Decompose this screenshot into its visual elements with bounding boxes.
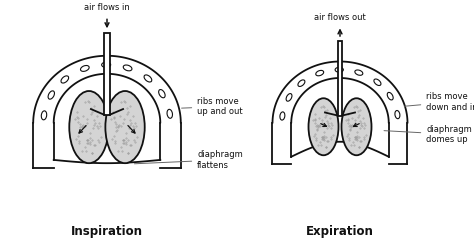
Text: diaphragm
domes up: diaphragm domes up <box>384 124 472 144</box>
FancyBboxPatch shape <box>337 41 342 115</box>
Text: air flows in: air flows in <box>84 3 130 12</box>
Ellipse shape <box>144 75 152 82</box>
Ellipse shape <box>387 92 393 100</box>
Ellipse shape <box>341 98 372 155</box>
Ellipse shape <box>395 111 400 119</box>
Ellipse shape <box>280 112 285 120</box>
Ellipse shape <box>335 67 343 72</box>
FancyBboxPatch shape <box>104 33 109 115</box>
Ellipse shape <box>374 79 381 85</box>
Ellipse shape <box>41 111 47 120</box>
Ellipse shape <box>298 80 305 86</box>
Ellipse shape <box>101 62 110 67</box>
Text: diaphragm
flattens: diaphragm flattens <box>134 150 243 170</box>
Ellipse shape <box>167 109 173 118</box>
Text: air flows out: air flows out <box>314 12 366 21</box>
Ellipse shape <box>61 76 69 83</box>
Ellipse shape <box>286 94 292 101</box>
Ellipse shape <box>309 98 338 155</box>
Ellipse shape <box>69 91 109 163</box>
Ellipse shape <box>355 70 363 75</box>
Text: Inspiration: Inspiration <box>71 225 143 238</box>
Text: ribs move
up and out: ribs move up and out <box>182 97 243 116</box>
Ellipse shape <box>105 91 145 163</box>
Ellipse shape <box>48 91 55 99</box>
Text: ribs move
down and in: ribs move down and in <box>404 92 474 112</box>
Ellipse shape <box>159 90 165 98</box>
Text: Expiration: Expiration <box>306 225 374 238</box>
Ellipse shape <box>123 65 132 71</box>
Ellipse shape <box>81 65 89 71</box>
Ellipse shape <box>316 71 324 76</box>
